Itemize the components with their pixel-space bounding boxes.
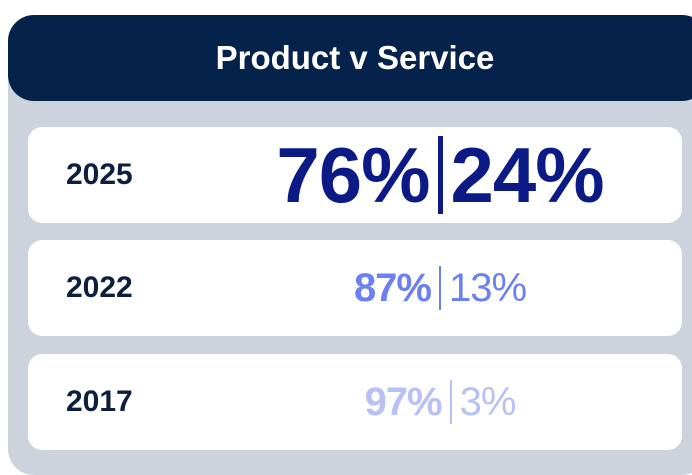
product-share: 97% bbox=[364, 379, 443, 424]
separator bbox=[439, 266, 441, 310]
year-label: 2022 bbox=[66, 271, 133, 304]
year-label: 2025 bbox=[66, 158, 133, 191]
service-share: 13% bbox=[449, 265, 527, 310]
separator bbox=[449, 380, 452, 424]
card-header: Product v Service bbox=[8, 15, 692, 101]
year-label: 2017 bbox=[66, 385, 133, 418]
value-group: 87% 13% bbox=[198, 240, 682, 336]
value-group: 76% 24% bbox=[198, 127, 682, 223]
value-group: 97% 3% bbox=[198, 354, 682, 450]
product-share: 87% bbox=[353, 265, 432, 310]
separator bbox=[437, 136, 443, 214]
product-share: 76% bbox=[276, 130, 430, 219]
service-share: 24% bbox=[450, 130, 605, 219]
page: Product v Service 2025 76% 24% 2022 87% 13% 20… bbox=[8, 15, 692, 475]
row: 2017 97% 3% bbox=[28, 354, 682, 450]
service-share: 3% bbox=[459, 379, 517, 424]
row: 2022 87% 13% bbox=[28, 240, 682, 336]
header-title: Product v Service bbox=[215, 39, 495, 76]
row: 2025 76% 24% bbox=[28, 127, 682, 223]
